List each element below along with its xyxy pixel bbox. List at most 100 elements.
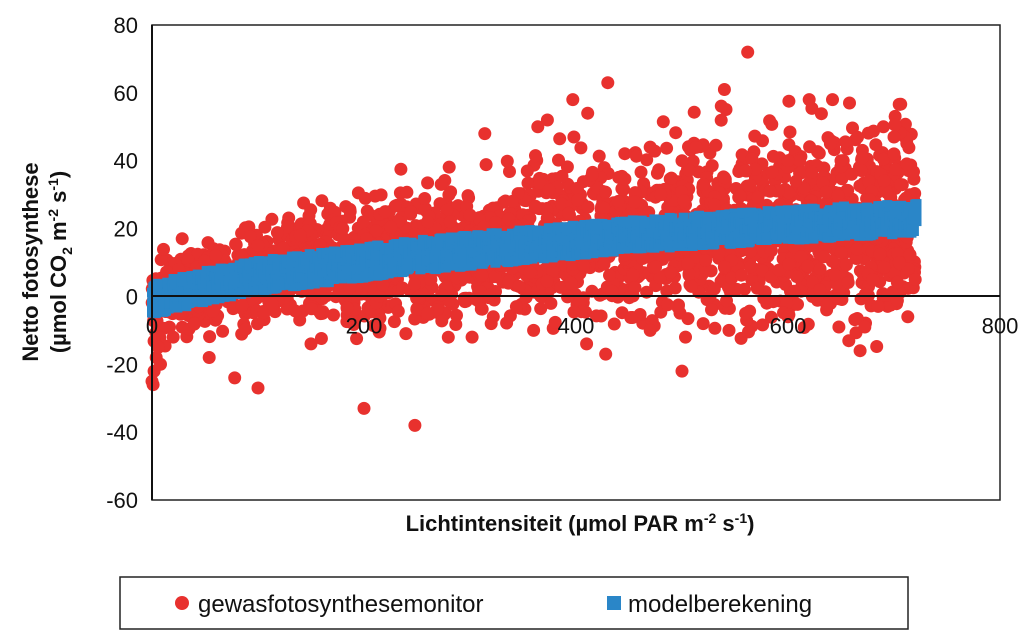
data-point-gewasfotosynthesemonitor [841,183,855,197]
data-point-gewasfotosynthesemonitor [628,186,642,200]
data-point-gewasfotosynthesemonitor [705,159,719,173]
data-point-gewasfotosynthesemonitor [845,167,859,181]
data-point-gewasfotosynthesemonitor [742,325,755,339]
data-point-gewasfotosynthesemonitor [671,301,685,314]
data-point-gewasfotosynthesemonitor [356,215,370,229]
data-point-gewasfotosynthesemonitor [781,310,795,324]
data-point-gewasfotosynthesemonitor [669,126,683,140]
data-point-gewasfotosynthesemonitor [748,129,762,143]
data-point-gewasfotosynthesemonitor [597,257,611,271]
data-point-gewasfotosynthesemonitor [717,83,731,96]
data-point-gewasfotosynthesemonitor [741,45,755,59]
data-point-gewasfotosynthesemonitor [908,273,922,286]
data-point-gewasfotosynthesemonitor [805,165,819,179]
data-point-gewasfotosynthesemonitor [790,270,804,284]
data-point-gewasfotosynthesemonitor [251,239,265,252]
data-point-gewasfotosynthesemonitor [540,211,554,225]
data-point-gewasfotosynthesemonitor [699,253,713,267]
data-point-gewasfotosynthesemonitor [835,172,849,186]
data-point-gewasfotosynthesemonitor [229,238,243,252]
data-point-gewasfotosynthesemonitor [475,268,489,282]
data-point-gewasfotosynthesemonitor [376,278,390,292]
data-point-gewasfotosynthesemonitor [894,178,908,192]
data-point-gewasfotosynthesemonitor [705,303,718,317]
data-point-gewasfotosynthesemonitor [529,199,542,213]
data-point-gewasfotosynthesemonitor [574,141,588,155]
data-point-gewasfotosynthesemonitor [866,273,880,286]
data-point-gewasfotosynthesemonitor [877,152,890,166]
data-point-gewasfotosynthesemonitor [478,127,492,141]
data-point-gewasfotosynthesemonitor [675,364,689,378]
data-point-gewasfotosynthesemonitor [500,316,514,330]
data-point-gewasfotosynthesemonitor [512,279,526,293]
data-point-gewasfotosynthesemonitor [369,224,383,238]
data-point-gewasfotosynthesemonitor [782,257,796,271]
data-point-gewasfotosynthesemonitor [900,157,914,171]
data-point-gewasfotosynthesemonitor [681,257,695,270]
data-point-gewasfotosynthesemonitor [599,185,612,199]
data-point-gewasfotosynthesemonitor [629,149,643,163]
data-point-gewasfotosynthesemonitor [681,312,695,326]
data-point-gewasfotosynthesemonitor [787,284,801,298]
data-point-gewasfotosynthesemonitor [581,106,595,120]
data-point-gewasfotosynthesemonitor [527,323,541,337]
data-point-gewasfotosynthesemonitor [276,241,290,255]
data-point-gewasfotosynthesemonitor [760,296,774,310]
data-point-gewasfotosynthesemonitor [585,284,599,298]
data-point-gewasfotosynthesemonitor [564,276,578,290]
data-point-gewasfotosynthesemonitor [571,193,585,207]
data-point-gewasfotosynthesemonitor [242,220,256,234]
data-point-gewasfotosynthesemonitor [209,249,223,263]
data-point-gewasfotosynthesemonitor [677,194,691,208]
data-point-gewasfotosynthesemonitor [243,230,257,244]
data-point-gewasfotosynthesemonitor [560,160,574,174]
data-point-modelberekening [323,277,334,288]
data-point-gewasfotosynthesemonitor [725,271,739,285]
data-point-gewasfotosynthesemonitor [566,93,580,107]
data-point-gewasfotosynthesemonitor [869,138,883,152]
data-point-gewasfotosynthesemonitor [554,197,568,211]
data-point-gewasfotosynthesemonitor [735,148,749,162]
data-point-gewasfotosynthesemonitor [502,274,516,288]
data-point-modelberekening [636,243,647,254]
data-point-gewasfotosynthesemonitor [597,201,611,215]
data-point-gewasfotosynthesemonitor [607,317,621,331]
data-point-gewasfotosynthesemonitor [529,149,542,163]
data-point-modelberekening [252,281,263,292]
data-point-gewasfotosynthesemonitor [813,283,827,297]
data-point-gewasfotosynthesemonitor [187,317,201,331]
data-point-gewasfotosynthesemonitor [890,294,904,307]
data-point-gewasfotosynthesemonitor [838,135,852,149]
data-point-modelberekening [538,253,549,264]
data-point-gewasfotosynthesemonitor [216,324,230,338]
data-point-gewasfotosynthesemonitor [653,271,667,284]
data-point-gewasfotosynthesemonitor [626,268,640,282]
data-point-gewasfotosynthesemonitor [820,298,834,312]
data-point-gewasfotosynthesemonitor [782,94,796,108]
data-point-gewasfotosynthesemonitor [853,344,867,358]
data-point-gewasfotosynthesemonitor [851,130,864,144]
data-point-gewasfotosynthesemonitor [839,258,853,272]
data-point-gewasfotosynthesemonitor [570,181,584,195]
data-point-gewasfotosynthesemonitor [682,163,696,177]
data-point-gewasfotosynthesemonitor [892,256,906,269]
data-point-gewasfotosynthesemonitor [835,293,849,306]
data-point-gewasfotosynthesemonitor [664,171,678,185]
data-point-gewasfotosynthesemonitor [567,305,581,319]
data-point-gewasfotosynthesemonitor [358,191,372,205]
data-point-modelberekening [692,218,703,229]
data-point-gewasfotosynthesemonitor [901,310,915,324]
data-point-gewasfotosynthesemonitor [251,381,265,395]
data-point-gewasfotosynthesemonitor [689,140,703,154]
data-point-gewasfotosynthesemonitor [343,205,357,218]
data-point-gewasfotosynthesemonitor [435,314,449,328]
data-point-gewasfotosynthesemonitor [605,284,619,298]
data-point-gewasfotosynthesemonitor [503,165,516,178]
data-point-gewasfotosynthesemonitor [733,189,747,203]
data-point-gewasfotosynthesemonitor [764,244,778,258]
data-point-gewasfotosynthesemonitor [441,330,455,344]
data-point-modelberekening [545,223,556,234]
data-point-gewasfotosynthesemonitor [826,93,839,107]
data-point-gewasfotosynthesemonitor [175,232,189,246]
data-point-gewasfotosynthesemonitor [166,330,180,344]
